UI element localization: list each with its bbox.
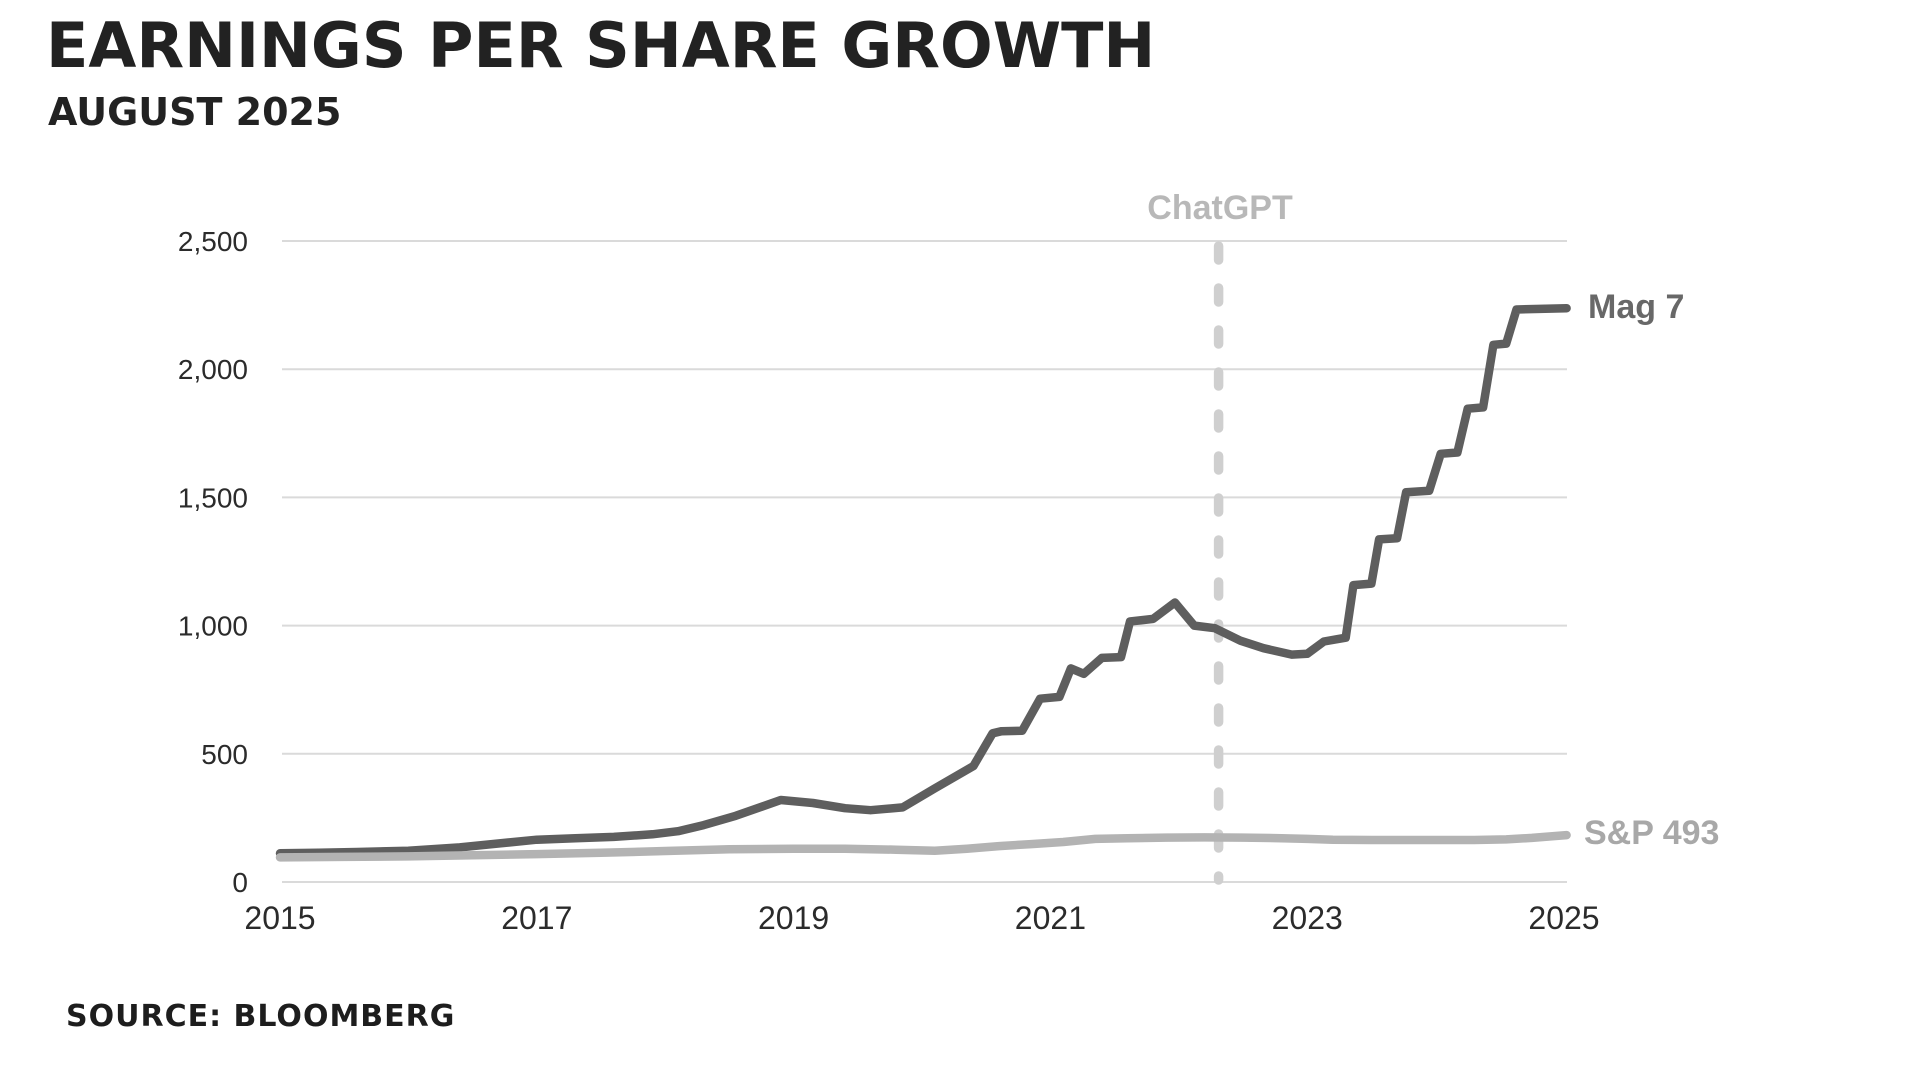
page-subtitle: AUGUST 2025 [48,90,342,134]
y-tick-label: 1,000 [178,611,248,642]
y-tick-label: 0 [232,867,248,898]
x-tick-label: 2017 [501,900,572,936]
series-line-mag7 [275,303,1571,858]
x-tick-label: 2015 [244,900,315,936]
x-tick-label: 2025 [1528,900,1599,936]
y-tick-label: 2,500 [178,226,248,257]
x-tick-label: 2021 [1015,900,1086,936]
x-tick-label: 2019 [758,900,829,936]
series-line-sp493 [275,830,1571,862]
x-tick-label: 2023 [1272,900,1343,936]
page-title: EARNINGS PER SHARE GROWTH [46,9,1156,82]
y-tick-label: 500 [201,739,248,770]
series-label-sp493: S&P 493 [1584,814,1720,852]
source-attribution: SOURCE: BLOOMBERG [66,999,456,1034]
series-label-mag7: Mag 7 [1588,288,1685,326]
y-tick-label: 1,500 [178,482,248,513]
chatgpt-annotation-label: ChatGPT [1147,189,1293,227]
y-tick-label: 2,000 [178,354,248,385]
